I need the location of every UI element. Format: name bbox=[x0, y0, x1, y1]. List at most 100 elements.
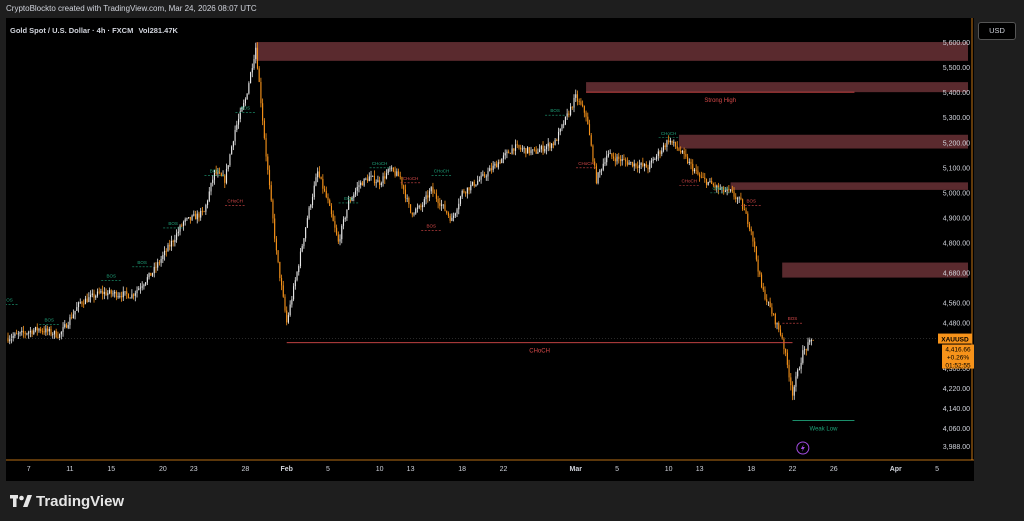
candle-body bbox=[473, 181, 475, 186]
candle-body bbox=[585, 112, 587, 117]
candle-body bbox=[570, 106, 572, 115]
time-axis-label: 11 bbox=[66, 466, 73, 473]
candle-body bbox=[120, 296, 123, 298]
candle-body bbox=[449, 215, 451, 221]
candle-body bbox=[649, 162, 651, 170]
time-axis-label: 5 bbox=[615, 466, 619, 473]
candle-body bbox=[146, 277, 148, 283]
chart-area[interactable]: CHoCH Strong High Weak Low SOS BOS BOS BOS BOS B… bbox=[0, 18, 974, 481]
candle-body bbox=[370, 175, 372, 177]
candle-body bbox=[234, 129, 236, 142]
candle-body bbox=[626, 161, 628, 165]
lightning-glyph bbox=[800, 444, 805, 452]
structure-label: BOS bbox=[746, 198, 756, 203]
candle-body bbox=[43, 331, 45, 333]
candle-body bbox=[659, 151, 661, 154]
candle-body bbox=[256, 47, 259, 69]
candle-body bbox=[17, 333, 19, 335]
candle-body bbox=[496, 163, 498, 168]
candle-body bbox=[165, 250, 167, 252]
currency-button[interactable]: USD bbox=[978, 22, 1016, 40]
candle-body bbox=[754, 241, 756, 248]
candle-body bbox=[79, 302, 81, 303]
candle-body bbox=[47, 328, 49, 332]
candle-body bbox=[484, 174, 486, 177]
structure-label: CHoCH bbox=[682, 178, 698, 183]
candle-body bbox=[435, 193, 437, 199]
candle-body bbox=[786, 352, 788, 365]
time-axis-label: 13 bbox=[696, 466, 704, 473]
candle-body bbox=[329, 200, 331, 206]
candle-body bbox=[812, 339, 814, 341]
candle-body bbox=[81, 302, 83, 304]
candle-body bbox=[19, 332, 21, 334]
candle-body bbox=[420, 205, 422, 208]
candle-body bbox=[458, 203, 460, 210]
structure-label: CHoCH bbox=[434, 168, 450, 173]
candle-body bbox=[382, 176, 384, 184]
candle-body bbox=[60, 331, 62, 335]
candle-body bbox=[578, 101, 580, 103]
watermark-bar: CryptoBlockto created with TradingView.c… bbox=[0, 0, 1024, 18]
candle-body bbox=[776, 322, 778, 325]
candle-body bbox=[800, 362, 802, 369]
tradingview-logo[interactable]: TradingView bbox=[10, 493, 124, 510]
candle-body bbox=[700, 176, 702, 178]
price-axis-label: 4,300.00 bbox=[943, 366, 970, 373]
candle-body bbox=[351, 197, 353, 201]
candle-body bbox=[692, 163, 694, 172]
candle-body bbox=[14, 333, 16, 336]
candle-body bbox=[728, 188, 730, 190]
candle-body bbox=[793, 386, 795, 396]
candle-body bbox=[231, 146, 233, 155]
candle-body bbox=[413, 213, 415, 215]
candle-body bbox=[600, 169, 603, 171]
candle-body bbox=[279, 261, 281, 279]
time-axis-label: 18 bbox=[458, 466, 466, 473]
candle-body bbox=[150, 272, 152, 276]
candle-body bbox=[275, 238, 277, 251]
price-axis-label: 5,400.00 bbox=[943, 90, 970, 97]
structure-label: SOS bbox=[6, 297, 13, 302]
candle-body bbox=[360, 182, 362, 186]
candle-body bbox=[444, 204, 446, 211]
structure-label: CHoCH bbox=[713, 186, 729, 191]
price-tag bbox=[942, 344, 974, 369]
candle-body bbox=[277, 250, 279, 262]
candle-body bbox=[36, 327, 38, 331]
candle-body bbox=[248, 83, 250, 94]
candle-body bbox=[463, 190, 465, 193]
candle-body bbox=[757, 259, 759, 272]
candle-body bbox=[250, 72, 252, 84]
candle-body bbox=[205, 204, 207, 212]
candle-body bbox=[640, 163, 642, 165]
candle-body bbox=[557, 131, 560, 141]
candle-body bbox=[688, 161, 690, 164]
candle-body bbox=[678, 148, 680, 151]
candle-body bbox=[494, 163, 496, 166]
candle-body bbox=[291, 299, 293, 305]
candle-body bbox=[219, 172, 221, 174]
candle-body bbox=[588, 124, 591, 136]
candle-body bbox=[520, 147, 522, 150]
candle-body bbox=[72, 314, 74, 319]
candle-body bbox=[189, 217, 191, 220]
candle-body bbox=[685, 154, 687, 157]
candle-body bbox=[155, 266, 157, 268]
candle-body bbox=[551, 143, 553, 148]
candle-body bbox=[74, 310, 76, 315]
candle-body bbox=[783, 338, 785, 350]
candle-body bbox=[315, 177, 317, 186]
candle-body bbox=[353, 194, 355, 198]
candle-body bbox=[545, 146, 548, 150]
candlestick-chart[interactable]: CHoCH Strong High Weak Low SOS BOS BOS BOS BOS B… bbox=[0, 18, 974, 481]
structure-label: BOS bbox=[550, 108, 560, 113]
candle-body bbox=[301, 246, 303, 252]
candle-body bbox=[440, 204, 443, 206]
candle-body bbox=[243, 103, 245, 108]
candle-body bbox=[253, 59, 255, 69]
candle-body bbox=[790, 377, 792, 386]
candle-body bbox=[236, 124, 238, 130]
candle-body bbox=[795, 376, 797, 387]
candle-body bbox=[798, 368, 800, 371]
